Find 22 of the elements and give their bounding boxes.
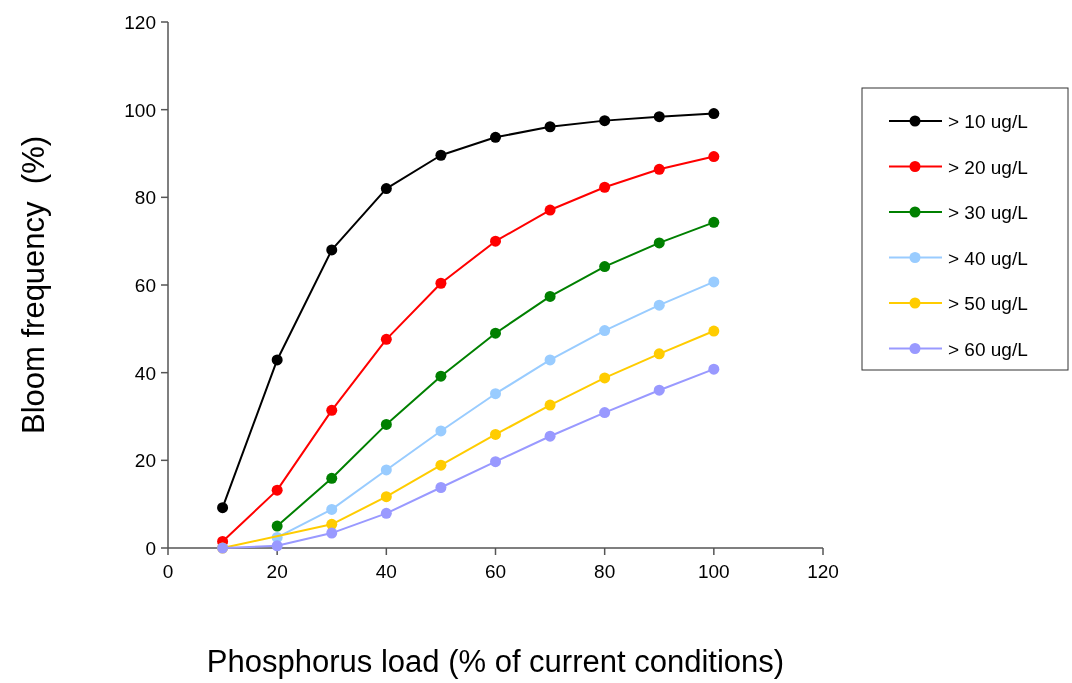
x-tick-label: 40 (375, 561, 397, 582)
y-axis-title: Bloom frequency (%) (16, 135, 51, 435)
x-tick-label: 20 (266, 561, 288, 582)
x-tick-label: 100 (697, 561, 730, 582)
legend-label: > 50 ug/L (948, 293, 1028, 314)
y-tick-label: 20 (134, 450, 156, 472)
legend-label: > 30 ug/L (948, 202, 1028, 223)
y-tick-label: 120 (124, 12, 156, 33)
x-tick-label: 60 (484, 561, 507, 582)
y-tick-label: 60 (134, 275, 156, 296)
legend-label: > 60 ug/L (948, 338, 1028, 360)
x-tick-label: 80 (594, 561, 616, 582)
legend-label: > 20 ug/L (948, 156, 1028, 178)
y-tick-label: 100 (124, 99, 156, 121)
legend-label: > 10 ug/L (948, 111, 1028, 132)
x-tick-label: 0 (162, 561, 174, 582)
y-tick-label: 0 (145, 538, 156, 559)
y-tick-label: 80 (134, 187, 156, 209)
y-tick-label: 40 (134, 362, 156, 384)
x-axis-title: Phosphorus load (% of current conditions) (206, 644, 785, 679)
x-tick-label: 120 (807, 561, 839, 582)
legend-label: > 40 ug/L (948, 247, 1028, 269)
